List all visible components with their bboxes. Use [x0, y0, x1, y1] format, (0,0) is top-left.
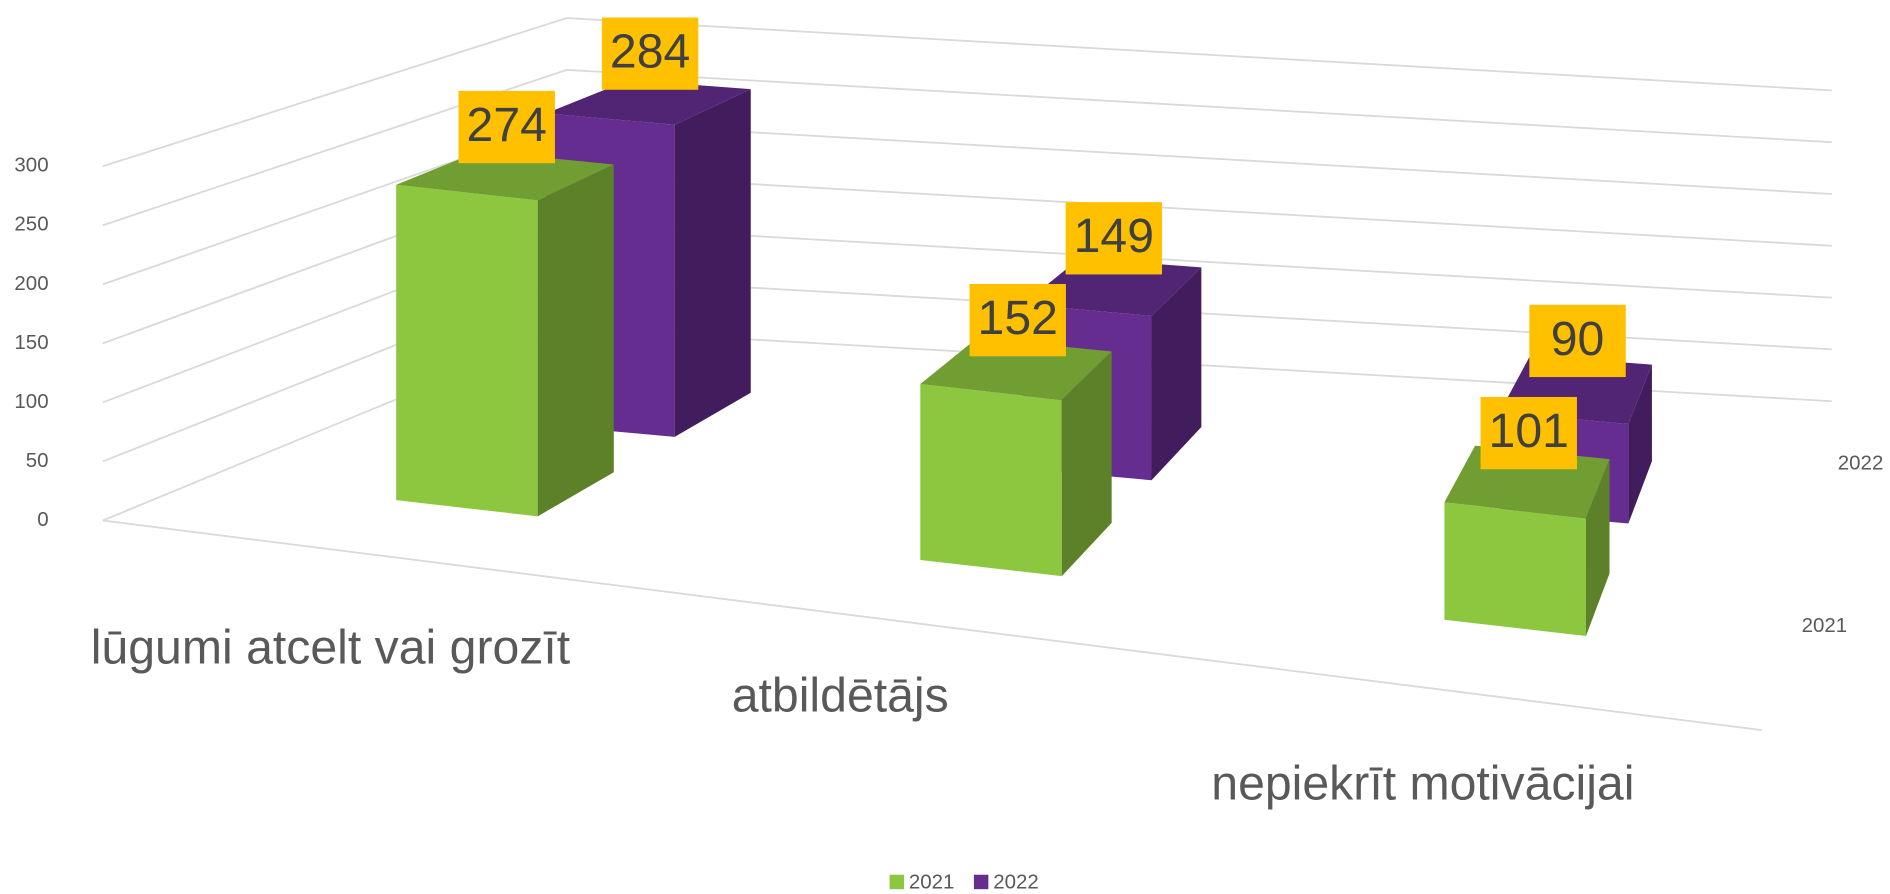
bar-front — [1444, 502, 1586, 636]
x-tick-label: atbildētājs — [732, 669, 949, 723]
x-tick-label: lūgumi atcelt vai grozīt — [91, 620, 571, 674]
bar-top — [396, 151, 614, 201]
bar-side — [1628, 364, 1652, 524]
grid-line — [102, 17, 1832, 168]
bar-side — [674, 89, 751, 437]
y-tick-label: 0 — [37, 508, 48, 531]
depth-tick-label: 2021 — [1802, 614, 1848, 637]
y-tick-label: 100 — [14, 390, 48, 413]
value-label-box — [458, 90, 555, 164]
value-label-box — [1480, 396, 1577, 470]
value-label: 149 — [1074, 209, 1154, 263]
legend-swatch — [973, 874, 989, 890]
value-label: 101 — [1489, 404, 1569, 458]
y-tick-label: 150 — [14, 331, 48, 354]
value-label: 274 — [467, 98, 547, 152]
y-tick-label: 50 — [26, 449, 49, 472]
legend-swatch — [889, 874, 905, 890]
bar-front — [920, 384, 1062, 577]
value-label: 284 — [610, 25, 690, 79]
value-label: 90 — [1551, 312, 1605, 366]
grid-line — [102, 68, 1832, 227]
bar-side — [537, 164, 614, 517]
floor-edge — [102, 519, 1763, 732]
value-label-box — [601, 17, 699, 90]
value-label-box — [1529, 304, 1626, 378]
bar-top — [545, 80, 751, 125]
bar-front — [396, 184, 538, 517]
value-label-box — [1065, 202, 1163, 275]
grid-line — [102, 120, 1832, 286]
x-tick-label: nepiekrīt motivācijai — [1211, 757, 1634, 811]
value-label: 152 — [978, 291, 1058, 345]
y-tick-label: 250 — [14, 213, 48, 236]
bar-side — [1061, 351, 1112, 577]
value-label-box — [969, 284, 1066, 357]
bar-side — [1585, 459, 1610, 636]
bar-side — [1151, 267, 1202, 481]
legend-label: 2021 — [909, 871, 955, 894]
legend-label: 2022 — [993, 871, 1039, 894]
y-tick-label: 300 — [14, 154, 48, 177]
depth-tick-label: 2022 — [1838, 451, 1884, 474]
y-tick-label: 200 — [14, 272, 48, 295]
